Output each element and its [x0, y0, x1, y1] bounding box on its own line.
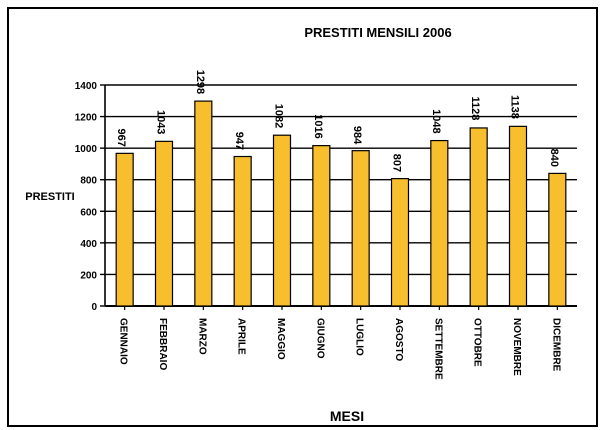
bars	[115, 100, 567, 307]
bar	[548, 172, 567, 307]
y-tick-label: 200	[80, 270, 97, 281]
value-label: 807	[391, 154, 403, 172]
x-tick-label: MAGGIO	[275, 318, 286, 360]
y-tick-label: 600	[80, 207, 97, 218]
value-label: 1298	[194, 70, 206, 94]
value-label: 1043	[155, 110, 167, 134]
bar	[351, 150, 370, 307]
x-tick-label: AGOSTO	[393, 318, 404, 361]
y-tick-label: 0	[91, 302, 97, 313]
bar	[194, 100, 213, 307]
value-label: 1048	[430, 109, 442, 133]
value-label: 1128	[469, 97, 481, 121]
bar	[115, 152, 134, 307]
y-axis-label: PRESTITI	[25, 191, 75, 203]
bar	[469, 127, 488, 307]
value-label: 1138	[509, 95, 521, 119]
y-tick-label: 1200	[75, 113, 98, 124]
x-axis-label: MESI	[330, 408, 364, 424]
bar	[154, 140, 174, 307]
bar	[272, 134, 292, 307]
grid-lines	[105, 84, 577, 307]
y-tick-label: 1000	[75, 144, 98, 155]
x-tick-label: DICEMBRE	[550, 318, 561, 372]
x-axis-ticks: GENNAIO FEBBRAIO MARZO APRILE MAGGIO GIUGNO LU…	[118, 306, 561, 380]
y-tick-label: 400	[80, 239, 97, 250]
value-label: 1082	[273, 104, 285, 128]
value-label: 967	[115, 129, 127, 147]
bar	[233, 155, 252, 307]
x-tick-label: SETTEMBRE	[432, 318, 443, 380]
x-tick-label: MARZO	[196, 318, 207, 355]
bar	[430, 139, 449, 307]
value-label: 984	[351, 126, 363, 145]
bar	[390, 178, 410, 307]
value-labels: 967 1043 1298 947 1082 1016 984 807 1048 1128 1138…	[115, 70, 560, 172]
x-tick-label: GIUGNO	[314, 318, 325, 359]
value-label: 1016	[312, 114, 324, 138]
bar	[508, 125, 528, 307]
y-tick-label: 1400	[75, 81, 98, 92]
value-label: 840	[548, 149, 560, 167]
y-tick-label: 800	[80, 176, 97, 187]
x-tick-label: OTTOBRE	[472, 318, 483, 367]
value-label: 947	[233, 132, 245, 150]
x-tick-label: APRILE	[236, 318, 247, 355]
x-tick-label: NOVEMBRE	[511, 318, 522, 376]
y-axis-ticks: 0 200 400 600 800 1000 1200 1400	[75, 81, 106, 313]
x-tick-label: FEBBRAIO	[157, 318, 168, 370]
x-tick-label: LUGLIO	[354, 318, 365, 356]
chart-title: PRESTITI MENSILI 2006	[304, 25, 451, 40]
x-tick-label: GENNAIO	[118, 318, 129, 365]
bar	[312, 145, 331, 307]
